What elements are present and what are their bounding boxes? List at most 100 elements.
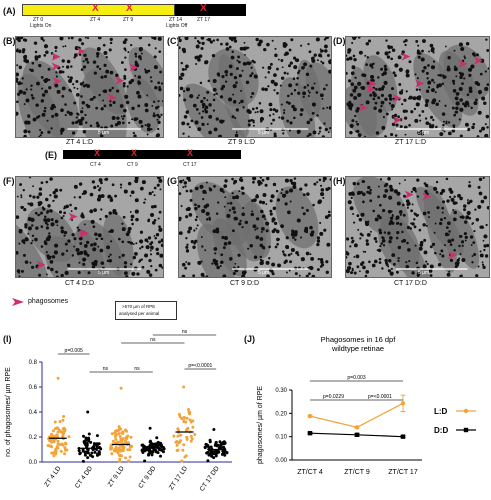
melanin-granule: [107, 255, 111, 258]
melanin-granule: [388, 51, 391, 54]
melanin-granule: [449, 258, 453, 262]
melanin-granule: [139, 186, 144, 191]
melanin-granule: [150, 128, 153, 131]
phagosome-marker-icon: [367, 79, 377, 88]
melanin-granule: [237, 55, 241, 59]
timepoint-mark: X: [92, 3, 99, 14]
melanin-granule: [44, 89, 48, 94]
melanin-granule: [43, 240, 47, 244]
melanin-granule: [280, 192, 283, 195]
melanin-granule: [309, 64, 313, 68]
melanin-granule: [16, 269, 21, 273]
melanin-granule: [448, 187, 452, 192]
melanin-granule: [231, 177, 234, 181]
melanin-granule: [446, 67, 451, 72]
melanin-granule: [349, 206, 354, 211]
timepoint-mark: X: [94, 148, 101, 158]
melanin-granule: [54, 112, 59, 117]
scalebar-label: 5 µm: [98, 270, 110, 276]
melanin-granule: [22, 253, 26, 257]
lights-off-label: Lights Off: [166, 23, 188, 29]
melanin-granule: [390, 132, 394, 137]
melanin-granule: [109, 229, 114, 233]
melanin-granule: [276, 242, 279, 246]
melanin-granule: [398, 83, 402, 86]
analysis-note-box: >570 µm of RPE analysed per animal: [115, 301, 177, 320]
melanin-granule: [215, 229, 220, 234]
melanin-granule: [301, 206, 304, 210]
melanin-granule: [391, 87, 395, 91]
melanin-granule: [109, 37, 113, 42]
melanin-granule: [213, 127, 218, 132]
melanin-granule: [244, 220, 249, 225]
tick-ct4: CT 4: [90, 162, 101, 168]
melanin-granule: [123, 108, 127, 113]
melanin-granule: [430, 88, 435, 93]
lights-on-label: Lights On: [30, 23, 52, 29]
melanin-granule: [463, 208, 467, 212]
melanin-granule: [255, 193, 259, 197]
melanin-granule: [208, 103, 212, 107]
melanin-granule: [287, 253, 291, 257]
tick-zt9: ZT 9: [123, 17, 134, 23]
melanin-granule: [149, 253, 153, 256]
melanin-granule: [158, 227, 163, 232]
melanin-granule: [100, 181, 103, 185]
data-point: [209, 450, 213, 454]
melanin-granule: [112, 211, 116, 215]
data-point: [77, 449, 81, 453]
melanin-granule: [379, 244, 382, 248]
melanin-granule: [54, 219, 59, 224]
melanin-granule: [364, 274, 368, 277]
melanin-granule: [455, 263, 459, 267]
melanin-granule: [414, 190, 417, 193]
data-point: [354, 425, 360, 430]
melanin-granule: [463, 55, 466, 58]
melanin-granule: [300, 257, 305, 262]
melanin-granule: [460, 274, 463, 277]
melanin-granule: [472, 122, 476, 126]
melanin-granule: [440, 249, 444, 253]
phagosome-marker-icon: [51, 62, 61, 71]
melanin-granule: [288, 129, 292, 132]
melanin-granule: [448, 230, 451, 233]
melanin-granule: [138, 259, 142, 263]
melanin-granule: [287, 64, 292, 68]
melanin-granule: [192, 103, 197, 108]
melanin-granule: [429, 274, 433, 277]
data-point: [58, 420, 62, 424]
melanin-granule: [322, 177, 327, 181]
melanin-granule: [295, 58, 300, 63]
melanin-granule: [471, 222, 474, 226]
data-point: [184, 429, 188, 433]
melanin-granule: [366, 56, 369, 59]
melanin-granule: [358, 270, 361, 273]
melanin-granule: [262, 193, 267, 197]
melanin-granule: [377, 248, 382, 253]
melanin-granule: [21, 77, 24, 80]
data-point: [161, 450, 165, 454]
data-point: [86, 451, 90, 455]
melanin-granule: [179, 86, 184, 91]
melanin-granule: [441, 254, 445, 258]
melanin-granule: [259, 243, 263, 248]
melanin-granule: [123, 76, 127, 80]
melanin-granule: [388, 94, 392, 98]
micrograph-zt17-ld: [345, 36, 490, 138]
melanin-granule: [124, 271, 128, 276]
melanin-granule: [453, 67, 458, 72]
melanin-granule: [349, 93, 354, 97]
melanin-granule: [134, 251, 138, 256]
melanin-granule: [74, 184, 77, 187]
melanin-granule: [346, 256, 348, 259]
melanin-granule: [399, 90, 404, 95]
melanin-granule: [97, 233, 102, 238]
melanin-granule: [70, 37, 74, 40]
melanin-granule: [232, 229, 235, 233]
melanin-granule: [232, 195, 236, 200]
melanin-granule: [181, 68, 185, 72]
melanin-granule: [293, 232, 298, 237]
tick-zt14: ZT 14: [169, 17, 182, 23]
melanin-granule: [233, 179, 238, 184]
melanin-granule: [82, 130, 87, 134]
